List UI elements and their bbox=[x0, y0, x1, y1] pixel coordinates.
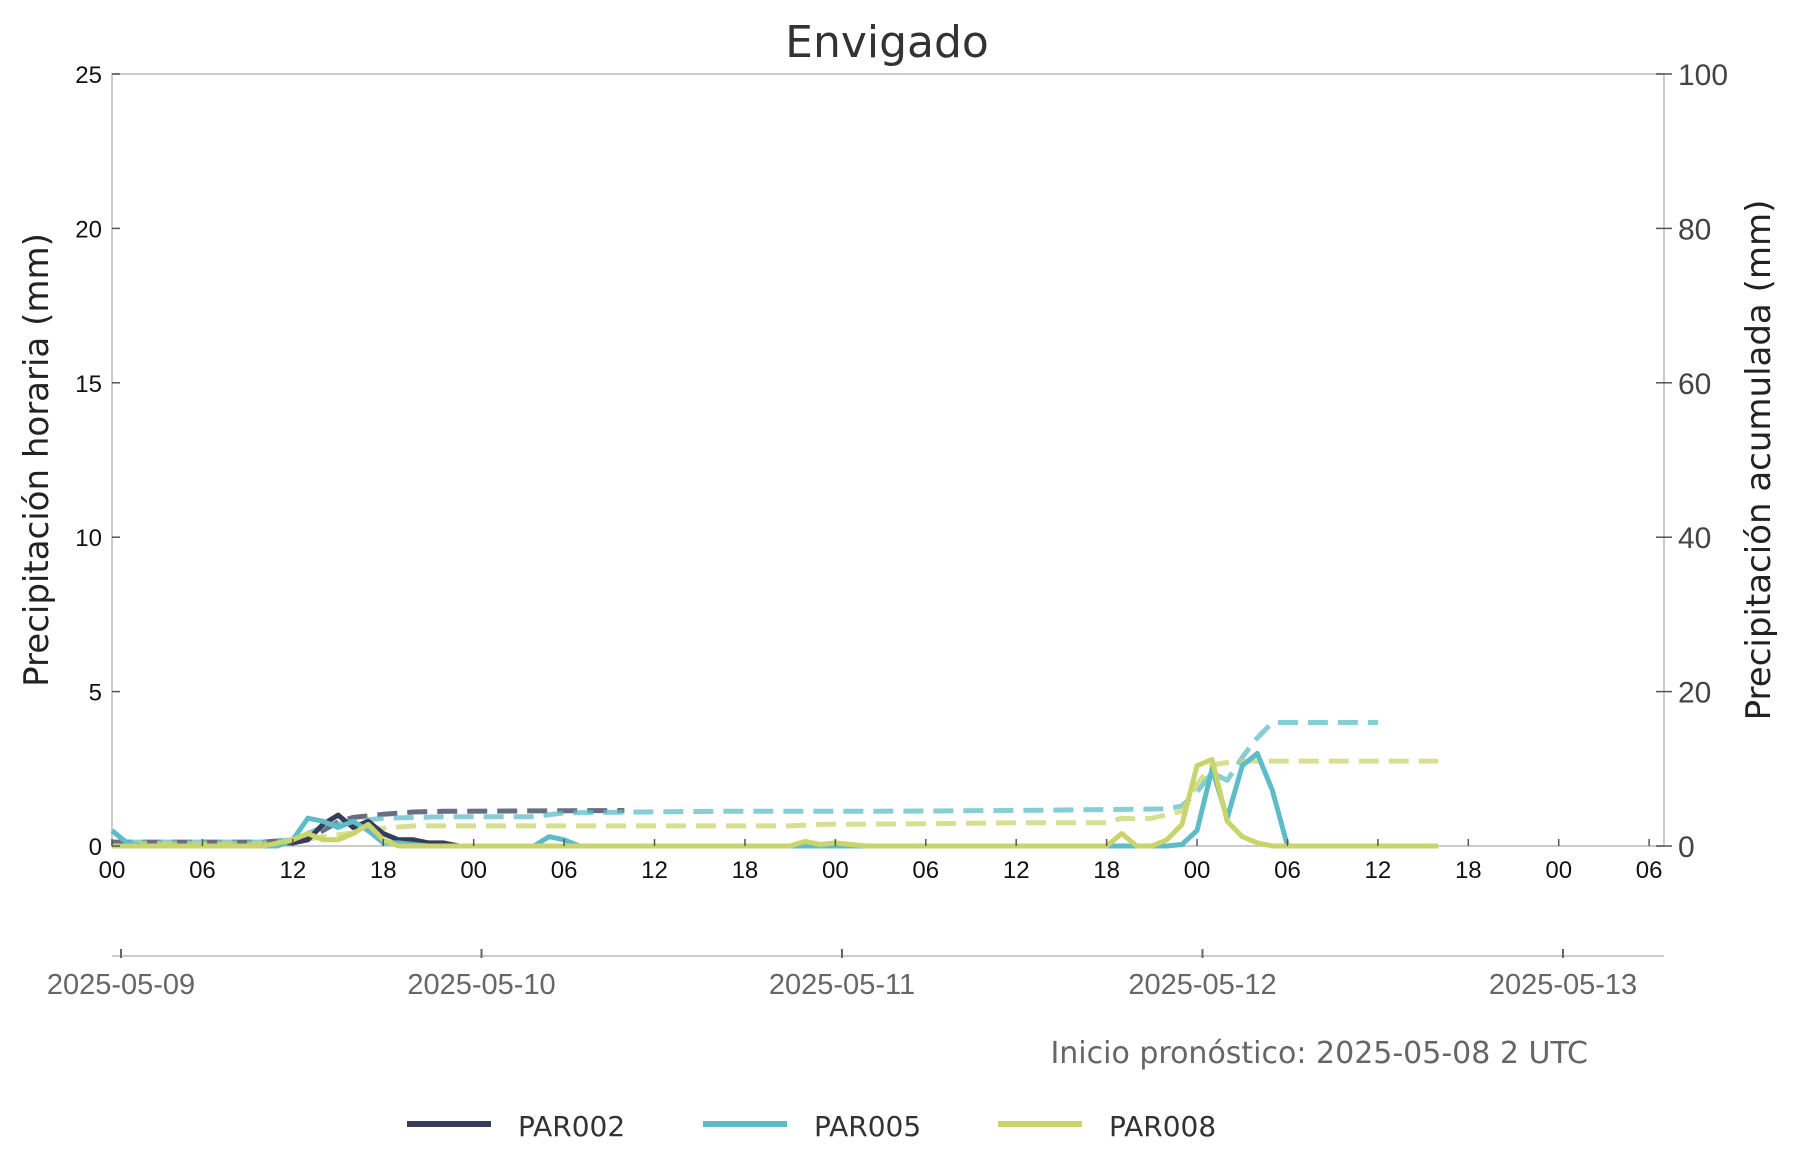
right-axis: 0 20 40 60 80 100 bbox=[1656, 59, 1728, 864]
x-tick-label: 06 bbox=[189, 857, 216, 884]
x-tick-label: 06 bbox=[551, 857, 578, 884]
date-tick-label: 2025-05-09 bbox=[47, 969, 195, 1001]
y-axis-label-left: Precipitación horaria (mm) bbox=[17, 233, 57, 687]
date-tick-label: 2025-05-10 bbox=[407, 969, 555, 1001]
y-tick-label-left: 0 bbox=[89, 834, 102, 861]
y-tick-label-right: 60 bbox=[1678, 368, 1711, 401]
x-tick-label: 00 bbox=[822, 857, 849, 884]
legend-label-par005: PAR005 bbox=[814, 1110, 921, 1143]
x-tick-label: 12 bbox=[641, 857, 668, 884]
series-cumulative-line-par002 bbox=[112, 808, 625, 845]
x-tick-label: 00 bbox=[1545, 857, 1572, 884]
legend-label-par008: PAR008 bbox=[1109, 1110, 1216, 1143]
chart-title: Envigado bbox=[785, 17, 989, 68]
x-tick-label: 06 bbox=[1274, 857, 1301, 884]
y-tick-label-left: 20 bbox=[75, 216, 102, 243]
y-axis-label-right: Precipitación acumulada (mm) bbox=[1739, 200, 1779, 721]
y-tick-label-left: 25 bbox=[75, 62, 102, 89]
hour-axis: 00 06 12 18 00 06 12 18 00 06 12 18 00 06 12 18 00 06 bbox=[99, 839, 1663, 884]
y-tick-label-right: 20 bbox=[1678, 677, 1711, 710]
left-axis: 0 5 10 15 20 25 bbox=[75, 62, 120, 861]
x-tick-label: 06 bbox=[1636, 857, 1663, 884]
x-tick-label: 00 bbox=[99, 857, 126, 884]
x-tick-label: 06 bbox=[912, 857, 939, 884]
x-tick-label: 18 bbox=[1455, 857, 1482, 884]
y-tick-label-right: 80 bbox=[1678, 213, 1711, 246]
date-tick-label: 2025-05-12 bbox=[1128, 969, 1276, 1001]
x-tick-label: 18 bbox=[732, 857, 759, 884]
y-tick-label-left: 10 bbox=[75, 525, 102, 552]
y-tick-label-right: 40 bbox=[1678, 522, 1711, 555]
x-tick-label: 00 bbox=[460, 857, 487, 884]
date-axis: 2025-05-09 2025-05-10 2025-05-11 2025-05-12… bbox=[47, 949, 1637, 1001]
y-tick-label-left: 5 bbox=[89, 680, 102, 707]
date-tick-label: 2025-05-11 bbox=[769, 969, 915, 1001]
x-tick-label: 18 bbox=[1093, 857, 1120, 884]
x-tick-label: 12 bbox=[279, 857, 306, 884]
x-tick-label: 12 bbox=[1003, 857, 1030, 884]
y-tick-label-left: 15 bbox=[75, 371, 102, 398]
x-tick-label: 18 bbox=[370, 857, 397, 884]
series-cumulative-line-par005 bbox=[127, 720, 1378, 845]
plot-frame bbox=[111, 73, 1665, 847]
forecast-start-note: Inicio pronóstico: 2025-05-08 2 UTC bbox=[1050, 1036, 1588, 1071]
y-tick-label-right: 0 bbox=[1678, 831, 1695, 864]
series-layer bbox=[110, 720, 1439, 849]
legend-label-par002: PAR002 bbox=[518, 1110, 625, 1143]
legend: PAR002 PAR005 PAR008 bbox=[407, 1110, 1216, 1143]
x-tick-label: 12 bbox=[1365, 857, 1392, 884]
date-tick-label: 2025-05-13 bbox=[1489, 969, 1637, 1001]
x-tick-label: 00 bbox=[1184, 857, 1211, 884]
y-tick-label-right: 100 bbox=[1678, 59, 1728, 92]
